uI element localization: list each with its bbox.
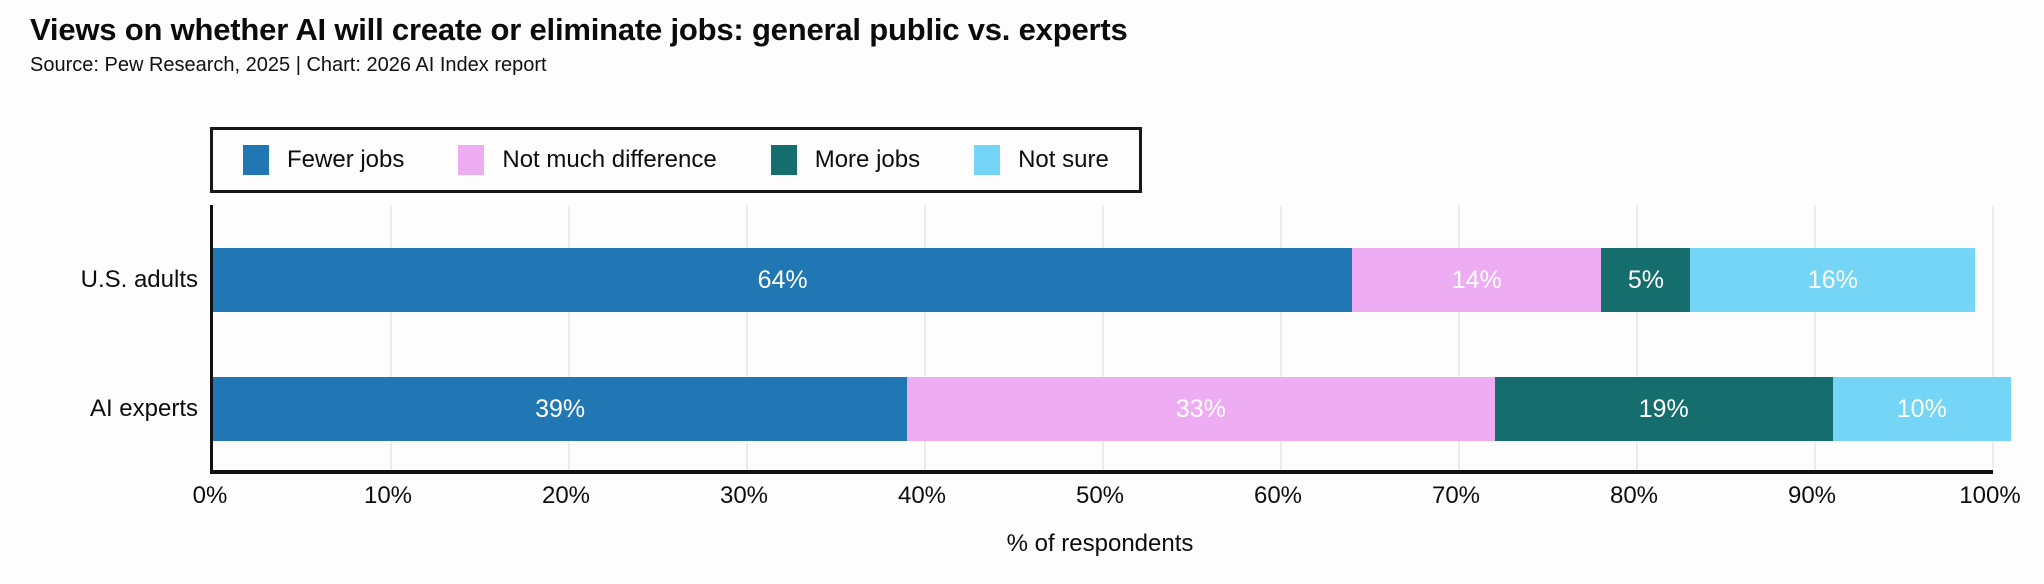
x-tick-label: 10% (363, 482, 413, 509)
legend-item: Not much difference (458, 145, 717, 175)
x-tick-label: 60% (1253, 482, 1303, 509)
x-tick-label: 0% (192, 482, 228, 509)
bar-segment: 39% (213, 377, 908, 441)
bar-segment: 5% (1601, 248, 1691, 312)
gridline (746, 205, 748, 470)
bar-segment: 19% (1494, 377, 1833, 441)
gridline (390, 205, 392, 470)
legend-item: More jobs (770, 145, 921, 175)
legend-label: Not sure (1018, 146, 1109, 173)
plot-area: 64% 14% 5% 16% 39% 33% 19% 10% (210, 205, 2011, 474)
legend-swatch (458, 145, 485, 175)
legend-item: Not sure (974, 145, 1109, 175)
gridline (1280, 205, 1282, 470)
bar-value-label: 16% (1807, 265, 1858, 294)
gridline (1102, 205, 1104, 470)
category-label: U.S. adults (80, 266, 198, 293)
gridline (1636, 205, 1638, 470)
gridline (568, 205, 570, 470)
legend: Fewer jobs Not much difference More jobs No… (210, 127, 1142, 193)
x-tick-label: 80% (1609, 482, 1659, 509)
bar-value-label: 33% (1175, 394, 1226, 423)
legend-swatch (974, 145, 1001, 175)
category-label: AI experts (89, 395, 198, 422)
legend-item: Fewer jobs (243, 145, 404, 175)
x-tick-label: 50% (1075, 482, 1125, 509)
x-tick-label: 40% (897, 482, 947, 509)
bar-row: 64% 14% 5% 16% (213, 248, 1993, 312)
bar-value-label: 5% (1627, 265, 1664, 294)
bar-value-label: 64% (757, 265, 808, 294)
bar-value-label: 14% (1451, 265, 1502, 294)
legend-label: Fewer jobs (287, 146, 405, 173)
bar-segment: 64% (213, 248, 1353, 312)
x-tick-label: 90% (1787, 482, 1837, 509)
gridline (1458, 205, 1460, 470)
gridline (1992, 205, 1994, 470)
chart-subtitle: Source: Pew Research, 2025 | Chart: 2026… (30, 54, 547, 76)
bar-value-label: 19% (1638, 394, 1689, 423)
bar-value-label: 39% (535, 394, 586, 423)
gridline (1814, 205, 1816, 470)
bar-value-label: 10% (1896, 394, 1947, 423)
bar-segment: 16% (1690, 248, 1976, 312)
bar-segment: 10% (1832, 377, 2011, 441)
legend-swatch (243, 145, 269, 175)
bar-row: 39% 33% 19% 10% (213, 377, 2011, 441)
bar-segment: 14% (1352, 248, 1602, 312)
legend-label: More jobs (814, 146, 921, 173)
legend-label: Not much difference (502, 146, 717, 173)
x-tick-label: 20% (541, 482, 591, 509)
gridline (924, 205, 926, 470)
legend-swatch (770, 145, 797, 175)
x-tick-label: 100% (1959, 482, 2021, 509)
bar-segment: 33% (907, 377, 1495, 441)
chart-title: Views on whether AI will create or elimi… (30, 12, 1128, 47)
x-axis-label: % of respondents (1006, 530, 1194, 557)
x-tick-label: 70% (1431, 482, 1481, 509)
x-tick-label: 30% (719, 482, 769, 509)
